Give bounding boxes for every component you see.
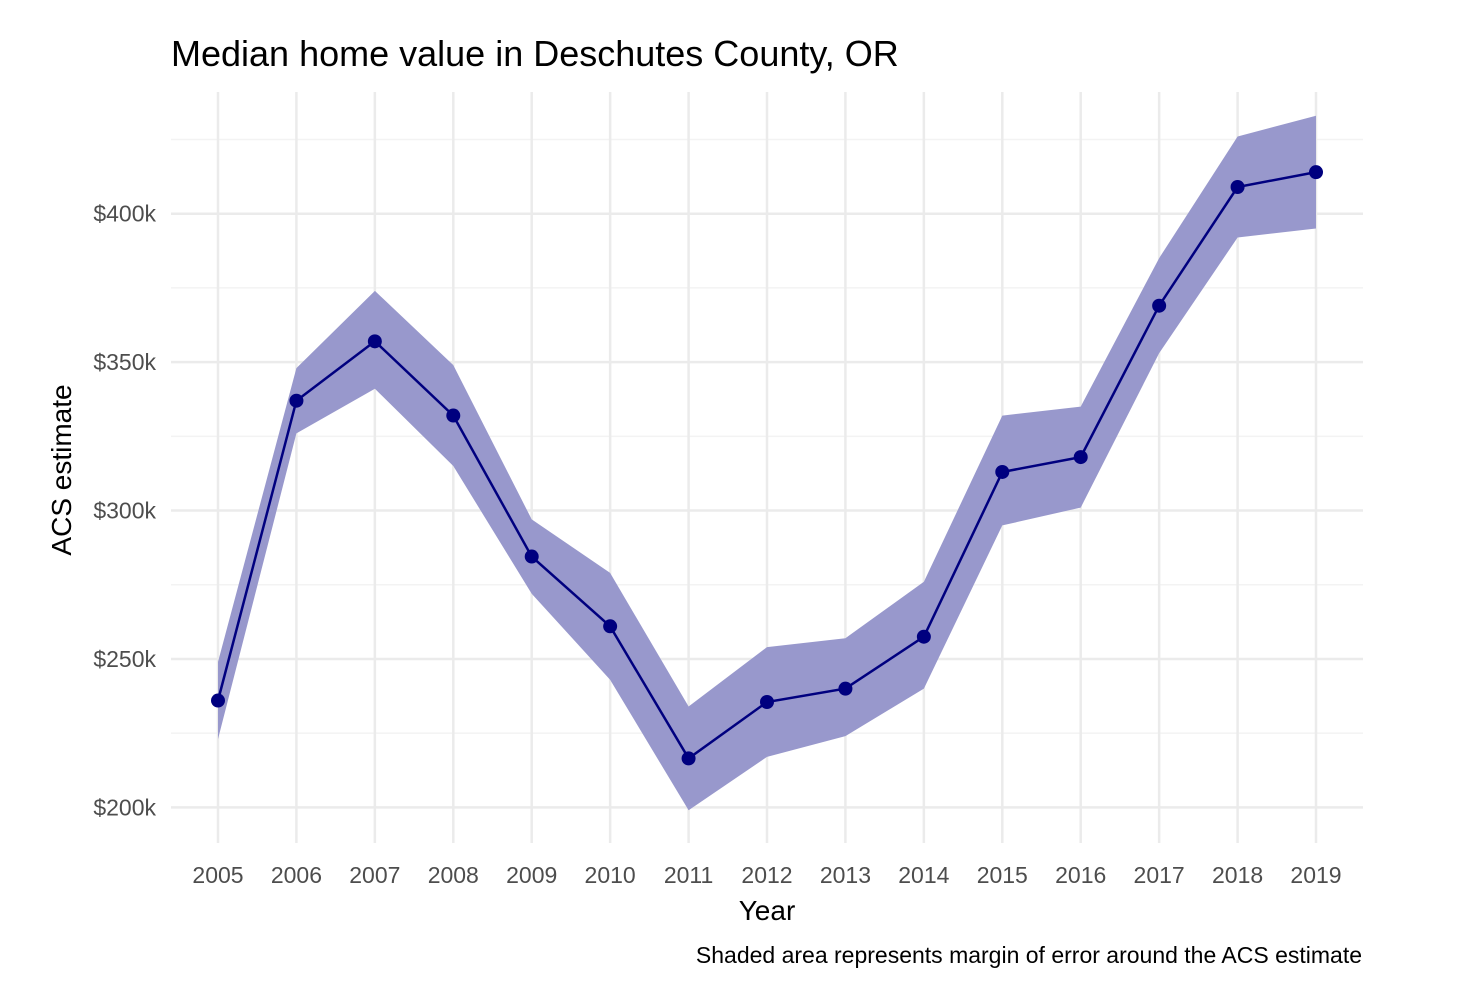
data-point [1309,165,1323,180]
grid-lines [171,92,1363,843]
y-tick-label: $250k [93,646,156,672]
margin-of-error-ribbon [218,115,1316,811]
data-point [760,695,774,710]
data-point [1230,179,1245,194]
data-point [446,408,461,423]
x-tick-label: 2014 [898,862,949,888]
data-point [916,629,931,644]
x-tick-label: 2015 [977,862,1028,888]
x-tick-label: 2010 [585,862,636,888]
x-tick-label: 2006 [271,862,322,888]
x-tick-label: 2008 [428,862,479,888]
data-point [367,334,382,349]
y-tick-label: $300k [93,498,156,524]
x-tick-label: 2013 [820,862,871,888]
data-points [211,165,1323,766]
y-tick-label: $400k [93,201,156,227]
chart-title: Median home value in Deschutes County, O… [171,33,899,74]
x-tick-label: 2018 [1212,862,1263,888]
y-tick-label: $350k [93,349,156,375]
x-axis-tick-labels: 2005 2006 2007 2008 2009 2010 2011 2012 2013 2014… [192,862,1341,888]
data-point [995,464,1010,479]
data-point [524,549,539,564]
data-point [1152,298,1167,313]
x-tick-label: 2016 [1055,862,1106,888]
data-point [289,393,304,408]
data-point [681,751,696,766]
y-axis-tick-labels: $200k $250k $300k $350k $400k [93,201,156,821]
data-point [1073,450,1088,465]
x-tick-label: 2009 [506,862,557,888]
x-tick-label: 2012 [741,862,792,888]
x-tick-label: 2019 [1290,862,1341,888]
x-tick-label: 2005 [192,862,243,888]
data-point [603,619,618,634]
chart-caption: Shaded area represents margin of error a… [696,942,1362,968]
x-tick-label: 2017 [1134,862,1185,888]
x-tick-label: 2007 [349,862,400,888]
data-point [211,693,225,708]
x-axis-title: Year [739,895,796,926]
x-tick-label: 2011 [664,862,713,888]
y-axis-title: ACS estimate [46,384,77,555]
data-point [838,681,853,696]
y-tick-label: $200k [93,794,156,820]
